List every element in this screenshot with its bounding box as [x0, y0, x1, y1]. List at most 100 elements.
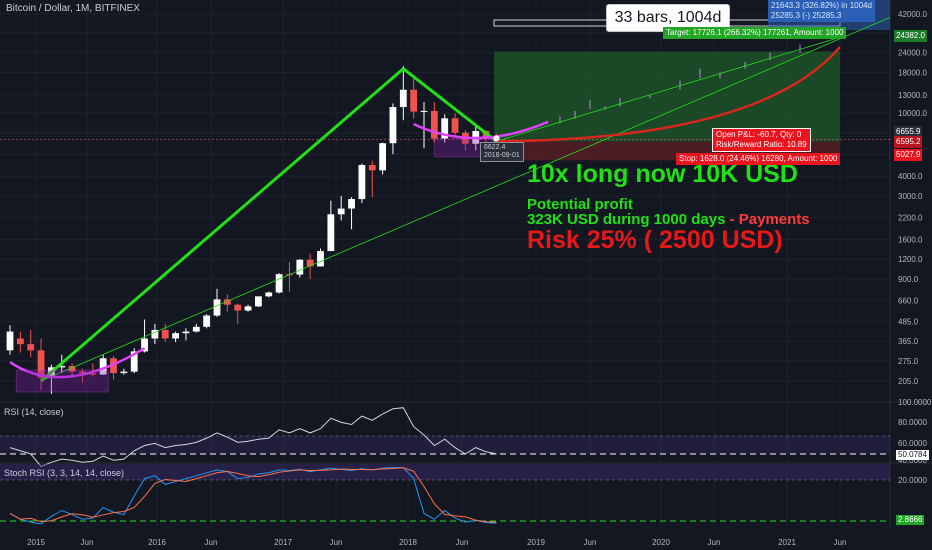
candle-body: [27, 344, 35, 351]
long-trend-line: [40, 16, 891, 382]
stoch-title: Stoch RSI (3, 3, 14, 14, close): [4, 468, 125, 478]
time-tick-label: Jun: [205, 538, 218, 547]
symbol-title: Bitcoin / Dollar, 1M, BITFINEX: [6, 3, 140, 14]
rsi-title: RSI (14, close): [4, 407, 64, 417]
stoch-value-tag: 2.8666: [896, 515, 925, 525]
rsi-value-tag: 50.0784: [896, 450, 929, 460]
candle-body: [368, 165, 376, 171]
candle-body: [420, 110, 428, 112]
target-badge: Target: 17726.1 (266.32%) 177261, Amount…: [663, 27, 847, 39]
candle-body: [234, 304, 242, 311]
price-tick-label: 24000.0: [898, 49, 927, 58]
point-date: 2018-09-01: [484, 152, 520, 159]
price-tick-label: 2200.0: [898, 213, 923, 222]
price-tick-label: 365.0: [898, 337, 919, 346]
indicator-panes: [0, 407, 890, 525]
stoch-d-line: [9, 467, 497, 523]
candle-body: [161, 329, 169, 339]
trend-line-down: [402, 67, 498, 143]
price-tick-label: 900.0: [898, 275, 919, 284]
time-tick-label: Jun: [456, 538, 469, 547]
price-tick-label: 42000.0: [898, 10, 927, 19]
price-tick-label: 660.0: [898, 296, 919, 305]
candle-body: [89, 373, 97, 375]
time-tick-label: 2018: [399, 538, 417, 547]
candle-body: [451, 118, 459, 133]
exponential-projection: [496, 46, 841, 143]
cup-curve-2015: [9, 347, 146, 379]
candle-body: [337, 208, 345, 215]
cup-curve-2018: [413, 120, 549, 140]
candle-body: [430, 110, 438, 139]
profit-line: 323K USD during 1000 days - Payments: [527, 211, 810, 228]
price-tick-label: 205.0: [898, 377, 919, 386]
time-tick-label: Jun: [834, 538, 847, 547]
stop-price-tag: 5027.9: [894, 149, 923, 161]
rsi-tick-label: 100.0000: [898, 398, 932, 407]
candle-body: [399, 89, 407, 108]
time-tick-label: 2021: [778, 538, 796, 547]
candle-body: [151, 329, 159, 339]
candle-body: [244, 306, 252, 311]
entry-price-tag: 6595.2: [894, 136, 923, 148]
entry-marker: [493, 135, 500, 142]
candle-body: [265, 292, 273, 297]
candle-body: [306, 259, 314, 267]
price-tick-label: 3000.0: [898, 192, 923, 201]
trend-line-up: [40, 67, 405, 383]
time-tick-label: 2016: [148, 538, 166, 547]
candle-body: [16, 338, 24, 345]
price-tick-label: 18000.0: [898, 68, 927, 77]
candle-body: [68, 365, 76, 372]
rsi-band: [0, 436, 890, 454]
accumulation-box-2015: [15, 369, 109, 393]
price-tick-label: 1200.0: [898, 255, 923, 264]
stoch-tick-label: 40.0000: [898, 456, 927, 465]
projection-line-2: 25285.3 (-) 25285.3: [771, 11, 842, 20]
drawings: [9, 16, 891, 393]
price-tick-label: 485.0: [898, 318, 919, 327]
point-date-badge: 6622.4 2018-09-01: [480, 142, 524, 162]
candle-body: [120, 371, 128, 374]
risk-annotation: Risk 25% ( 2500 USD): [527, 226, 783, 254]
target-price-tag: 24382.0: [894, 30, 927, 42]
rsi-line: [9, 407, 497, 468]
candle-body: [58, 365, 66, 368]
payments-text: - Payments: [729, 211, 810, 228]
candle-body: [172, 333, 179, 339]
candle-body: [141, 338, 148, 352]
projection-line-1: 21643.3 (326.82%) in 1004d: [771, 1, 872, 10]
time-tick-label: Jun: [584, 538, 597, 547]
candle-body: [192, 326, 200, 332]
rsi-tick-label: 60.0000: [898, 439, 927, 448]
time-tick-label: 2020: [652, 538, 670, 547]
price-tick-label: 275.0: [898, 357, 919, 366]
price-tick-label: 10000.0: [898, 109, 927, 118]
candle-body: [379, 143, 386, 171]
candle-body: [213, 299, 221, 316]
candle-body: [317, 251, 324, 267]
projection-badge: 21643.3 (326.82%) in 1004d 25285.3 (-) 25…: [768, 0, 875, 22]
candle-body: [255, 296, 262, 307]
profit-label: Potential profit: [527, 196, 633, 213]
candle-body: [327, 214, 335, 252]
candle-body: [389, 107, 397, 144]
pnl-line-2: Risk/Reward Ratio: 10.89: [716, 140, 807, 149]
time-tick-label: Jun: [330, 538, 343, 547]
candle-body: [441, 118, 449, 139]
time-tick-label: 2019: [527, 538, 545, 547]
candle-body: [358, 165, 366, 200]
price-tick-label: 4000.0: [898, 172, 923, 181]
stoch-tick-label: 20.0000: [898, 476, 927, 485]
candle-body: [130, 351, 138, 372]
time-tick-label: 2015: [27, 538, 45, 547]
pnl-line-1: Open P&L: -60.7, Qty: 0: [716, 130, 802, 139]
candle-body: [37, 350, 45, 378]
price-tick-label: 13000.0: [898, 91, 927, 100]
time-tick-label: Jun: [708, 538, 721, 547]
candle-body: [410, 89, 418, 112]
candles: [6, 66, 500, 394]
candle-body: [296, 259, 304, 275]
stop-badge: Stop: 1628.0 (24.46%) 16280, Amount: 100…: [676, 153, 841, 165]
